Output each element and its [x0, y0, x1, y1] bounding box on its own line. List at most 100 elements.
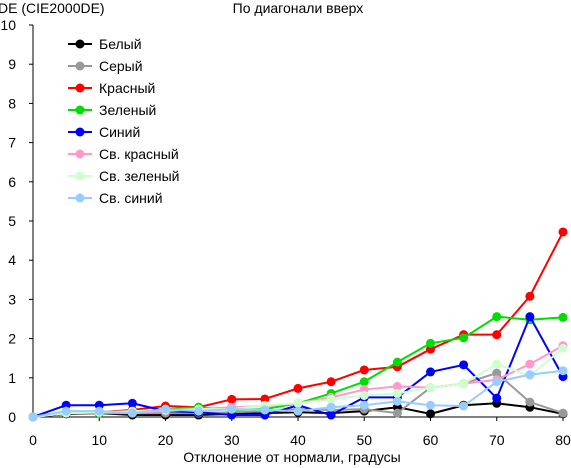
- legend-entry: Св. красный: [68, 146, 179, 162]
- legend-label: Синий: [99, 124, 140, 140]
- data-point: [326, 377, 336, 387]
- legend-marker: [75, 193, 85, 203]
- legend-marker: [75, 61, 85, 71]
- series-3: [28, 227, 568, 422]
- data-point: [359, 390, 369, 400]
- data-point: [459, 401, 469, 411]
- data-point: [260, 394, 270, 404]
- legend-entry: Серый: [68, 58, 143, 74]
- x-tick-label: 0: [29, 432, 37, 448]
- y-tick-label: 3: [8, 291, 16, 307]
- x-tick-label: 30: [224, 432, 240, 448]
- x-axis-label: Отклонение от нормали, градусы: [183, 449, 400, 465]
- legend-marker: [75, 39, 85, 49]
- data-point: [558, 408, 568, 418]
- data-point: [492, 377, 502, 387]
- y-tick-label: 2: [8, 331, 16, 347]
- legend-entry: Синий: [68, 124, 140, 140]
- data-point: [459, 333, 469, 343]
- data-point: [558, 227, 568, 237]
- data-point: [492, 330, 502, 340]
- data-point: [326, 410, 336, 420]
- y-tick-label: 5: [8, 213, 16, 229]
- x-tick-label: 50: [356, 432, 372, 448]
- legend-marker: [75, 127, 85, 137]
- data-point: [392, 357, 402, 367]
- data-point: [227, 394, 237, 404]
- data-point: [558, 366, 568, 376]
- data-point: [194, 406, 204, 416]
- data-point: [426, 409, 435, 419]
- data-point: [359, 400, 369, 410]
- series-layer: [28, 227, 568, 422]
- axes: 0 1 2 3 4 5 6 7 8 9 10 0 10 20 30 40 50 60 70 80: [0, 17, 571, 448]
- y-tick-label: 8: [8, 95, 16, 111]
- legend-entry: Белый: [68, 36, 142, 52]
- data-point: [28, 412, 38, 422]
- y-tick-label: 4: [8, 252, 16, 268]
- data-point: [525, 359, 535, 369]
- y-axis-label: DE (CIE2000DE): [0, 0, 105, 16]
- legend-label: Св. зеленый: [99, 168, 179, 184]
- x-tick-label: 80: [555, 432, 571, 448]
- legend-label: Серый: [99, 58, 143, 74]
- data-point: [127, 408, 137, 418]
- series-8: [28, 366, 568, 422]
- y-tick-label: 9: [8, 56, 16, 72]
- legend-marker: [75, 105, 85, 115]
- y-tick-label: 1: [8, 370, 16, 386]
- data-point: [525, 312, 535, 322]
- data-point: [227, 404, 237, 414]
- legend-entry: Св. синий: [68, 190, 163, 206]
- data-point: [94, 406, 104, 416]
- data-point: [459, 360, 469, 370]
- legend-marker: [75, 83, 85, 93]
- data-point: [525, 370, 535, 380]
- data-point: [492, 393, 502, 403]
- data-point: [426, 400, 435, 410]
- data-point: [558, 312, 568, 322]
- legend-marker: [75, 149, 85, 159]
- legend-label: Красный: [99, 80, 155, 96]
- legend-marker: [75, 171, 85, 181]
- data-point: [426, 367, 435, 377]
- data-point: [293, 406, 303, 416]
- data-point: [293, 383, 303, 393]
- data-point: [492, 312, 502, 322]
- legend-entry: Зеленый: [68, 102, 156, 118]
- data-point: [392, 381, 402, 391]
- data-point: [392, 396, 402, 406]
- data-point: [359, 377, 369, 387]
- data-point: [492, 359, 502, 369]
- data-point: [392, 408, 402, 418]
- x-tick-label: 20: [158, 432, 174, 448]
- x-tick-label: 10: [91, 432, 107, 448]
- data-point: [426, 383, 435, 393]
- data-point: [392, 388, 402, 398]
- y-tick-label: 0: [8, 409, 16, 425]
- x-tick-label: 70: [489, 432, 505, 448]
- y-tick-label: 6: [8, 174, 16, 190]
- data-point: [558, 343, 568, 353]
- legend-label: Белый: [99, 36, 142, 52]
- legend-entry: Св. зеленый: [68, 168, 179, 184]
- data-point: [492, 368, 502, 378]
- data-point: [426, 338, 435, 348]
- x-tick-label: 40: [290, 432, 306, 448]
- data-point: [359, 365, 369, 375]
- data-point: [525, 291, 535, 301]
- data-point: [293, 398, 303, 408]
- x-tick-label: 60: [423, 432, 439, 448]
- data-point: [459, 379, 469, 389]
- legend-entry: Красный: [68, 80, 155, 96]
- legend: Белый Серый Красный Зеленый Синий Св. красный…: [68, 36, 179, 206]
- legend-label: Св. синий: [99, 190, 163, 206]
- data-point: [326, 394, 336, 404]
- chart-title: По диагонали вверх: [233, 0, 364, 16]
- data-point: [127, 398, 137, 408]
- y-tick-label: 7: [8, 135, 16, 151]
- data-point: [260, 405, 270, 415]
- data-point: [61, 406, 71, 416]
- legend-label: Зеленый: [99, 102, 156, 118]
